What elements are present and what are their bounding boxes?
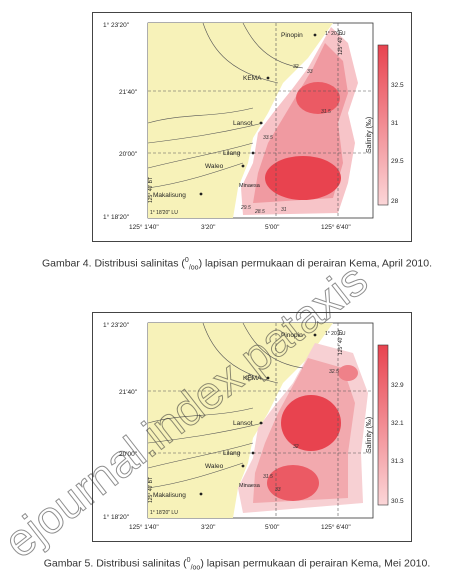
svg-text:31.3: 31.3 bbox=[391, 458, 404, 465]
svg-text:5'00": 5'00" bbox=[265, 524, 280, 531]
colorbar-ticks: 32.9 32.1 31.3 30.5 bbox=[391, 382, 404, 505]
place-label: Lansot bbox=[233, 420, 253, 427]
place-label: Lansot bbox=[233, 120, 253, 127]
svg-text:30.5: 30.5 bbox=[391, 498, 404, 505]
vertical-label-left: 125° 40' BT bbox=[148, 177, 154, 203]
svg-text:5'00": 5'00" bbox=[265, 224, 280, 231]
svg-text:3'20": 3'20" bbox=[201, 224, 216, 231]
svg-text:1° 18'20" LU: 1° 18'20" LU bbox=[150, 210, 178, 216]
salinity-patch bbox=[338, 365, 358, 381]
land-lines bbox=[147, 322, 304, 489]
svg-text:1° 23'20": 1° 23'20" bbox=[103, 21, 130, 29]
vertical-label-right: 125° 40' BT bbox=[338, 329, 344, 355]
place-label: Pinopin bbox=[281, 332, 303, 339]
place-label: Minaesa bbox=[239, 483, 261, 489]
svg-text:125° 1'40": 125° 1'40" bbox=[129, 523, 159, 531]
colorbar-title: Salinity (‰) bbox=[366, 117, 373, 153]
grid-lines bbox=[148, 323, 373, 518]
svg-text:125° 1'40": 125° 1'40" bbox=[129, 223, 159, 231]
map-canvas-april: Pinopin KEMA Lansot Lilang Waleo Makalis… bbox=[103, 21, 404, 231]
svg-text:1° 18'20" LU: 1° 18'20" LU bbox=[150, 510, 178, 516]
grid-lines bbox=[148, 23, 373, 218]
colorbar-title: Salinity (‰) bbox=[366, 417, 373, 453]
svg-text:3'20": 3'20" bbox=[201, 524, 216, 531]
svg-text:29.5: 29.5 bbox=[391, 158, 404, 165]
place-label: Waleo bbox=[205, 163, 224, 170]
place-label: KEMA bbox=[243, 75, 262, 82]
svg-text:125° 6'40": 125° 6'40" bbox=[321, 223, 351, 231]
svg-text:1° 18'20": 1° 18'20" bbox=[103, 213, 130, 221]
place-label: Pinopin bbox=[281, 32, 303, 39]
svg-text:32.9: 32.9 bbox=[391, 382, 404, 389]
svg-text:32.5: 32.5 bbox=[329, 369, 339, 375]
svg-text:32: 32 bbox=[293, 64, 299, 70]
svg-text:28: 28 bbox=[391, 198, 399, 205]
salinity-core-north bbox=[296, 82, 340, 114]
place-label: Minaesa bbox=[239, 183, 261, 189]
land-area bbox=[148, 23, 333, 218]
svg-text:31.5: 31.5 bbox=[263, 474, 273, 480]
salinity-map-may: Pinopin KEMA Lansot Lilang Waleo Makalis… bbox=[92, 312, 412, 542]
place-label: Makalisung bbox=[153, 192, 186, 199]
land-area bbox=[148, 323, 333, 518]
svg-text:29.5: 29.5 bbox=[240, 205, 251, 211]
salinity-core-south bbox=[267, 465, 319, 501]
svg-text:125° 6'40": 125° 6'40" bbox=[321, 523, 351, 531]
place-label: KEMA bbox=[243, 375, 262, 382]
place-label: Lilang bbox=[223, 450, 241, 457]
axis-labels: 1° 23'20" 21'40" 20'00" 1° 18'20" 125° 1… bbox=[103, 21, 351, 231]
contour-labels: 31.5 32 33 29.5 28.5 31 33.5 bbox=[240, 64, 331, 215]
place-markers: Pinopin KEMA Lansot Lilang Waleo Makalis… bbox=[153, 32, 317, 199]
salinity-map-april: Pinopin KEMA Lansot Lilang Waleo Makalis… bbox=[92, 12, 412, 242]
svg-text:33: 33 bbox=[307, 69, 313, 75]
svg-text:31: 31 bbox=[391, 120, 399, 127]
place-label: Waleo bbox=[205, 463, 224, 470]
contour-labels: 32.5 32 31.5 33 bbox=[263, 369, 339, 493]
svg-text:20'00": 20'00" bbox=[119, 151, 138, 158]
svg-text:33.5: 33.5 bbox=[263, 135, 273, 141]
map-canvas-may: Pinopin KEMA Lansot Lilang Waleo Makalis… bbox=[103, 321, 404, 531]
axis-labels: 1° 23'20" 21'40" 20'00" 1° 18'20" 125° 1… bbox=[103, 321, 351, 531]
place-label: Lilang bbox=[223, 150, 241, 157]
svg-text:33: 33 bbox=[275, 487, 281, 493]
colorbar bbox=[377, 344, 389, 506]
svg-text:32.1: 32.1 bbox=[391, 420, 404, 427]
caption-fig4: Gambar 4. Distribusi salinitas (0/oo) la… bbox=[41, 257, 433, 272]
svg-text:32.5: 32.5 bbox=[391, 82, 404, 89]
colorbar bbox=[377, 44, 389, 206]
svg-text:20'00": 20'00" bbox=[119, 451, 138, 458]
svg-text:1° 20' LU: 1° 20' LU bbox=[325, 31, 346, 37]
caption-fig5: Gambar 5. Distribusi salinitas (0/oo) la… bbox=[43, 557, 431, 572]
salinity-core-north bbox=[281, 395, 341, 451]
svg-text:31: 31 bbox=[281, 207, 287, 213]
svg-text:1° 20' LU: 1° 20' LU bbox=[325, 331, 346, 337]
place-markers: Pinopin KEMA Lansot Lilang Waleo Makalis… bbox=[153, 332, 317, 499]
svg-text:28.5: 28.5 bbox=[254, 209, 265, 215]
svg-text:32: 32 bbox=[293, 444, 299, 450]
colorbar-ticks: 32.5 31 29.5 28 bbox=[391, 82, 404, 205]
svg-text:1° 23'20": 1° 23'20" bbox=[103, 321, 130, 329]
place-label: Makalisung bbox=[153, 492, 186, 499]
svg-text:31.5: 31.5 bbox=[321, 109, 331, 115]
svg-text:1° 18'20": 1° 18'20" bbox=[103, 513, 130, 521]
land-lines bbox=[147, 22, 304, 189]
vertical-label-left: 125° 40' BT bbox=[148, 477, 154, 503]
salinity-core-south bbox=[265, 156, 341, 200]
svg-text:21'40": 21'40" bbox=[119, 89, 138, 96]
vertical-label-right: 125° 40' BT bbox=[338, 29, 344, 55]
svg-text:21'40": 21'40" bbox=[119, 389, 138, 396]
